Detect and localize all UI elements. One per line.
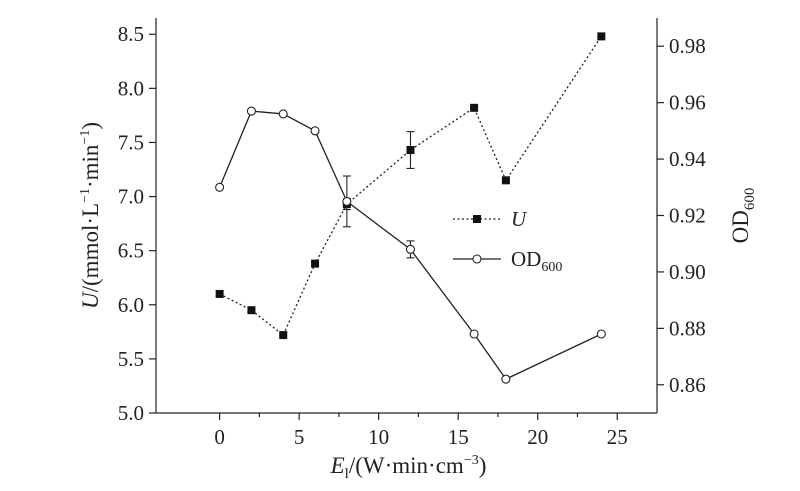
data-point-square (215, 289, 224, 298)
data-point-circle (342, 196, 352, 206)
y-left-tick-label: 5.0 (118, 401, 144, 425)
series-layer (215, 32, 606, 384)
legend-marker-circle (472, 254, 482, 264)
y-left-tick-label: 8.5 (118, 22, 144, 46)
data-point-circle (596, 329, 606, 339)
data-point-square (470, 103, 479, 112)
data-point-square (406, 146, 415, 155)
x-axis-label: El/(W·min·cm−3) (330, 453, 487, 482)
axis-labels: El/(W·min·cm−3) U/(mmol·L−1·min−1) OD600 (78, 122, 758, 482)
legend-label: OD600 (511, 247, 562, 275)
ticks: 0 5 10 15 20 25 5.0 5.5 6.0 6.5 7.0 7.5 8.0 8.5 0.86 0.… (118, 0, 707, 449)
y-right-tick-label: 0.90 (669, 260, 706, 284)
y-right-tick-label: 0.92 (669, 204, 706, 228)
y-left-tick-label: 6.0 (118, 293, 144, 317)
legend-marker-square (473, 215, 481, 223)
data-point-square (597, 32, 606, 41)
y-right-tick-label: 0.94 (669, 147, 706, 171)
y-right-tick-label: 1.00 (669, 0, 706, 2)
data-point-square (247, 306, 256, 315)
series-line-0 (219, 36, 602, 337)
y-right-tick-label: 0.98 (669, 34, 706, 58)
data-point-circle (469, 329, 479, 339)
y-left-tick-label: 7.5 (118, 130, 144, 154)
x-tick-label: 15 (448, 425, 469, 449)
x-tick-label: 0 (214, 425, 225, 449)
legend: U OD600 (453, 207, 562, 275)
y-right-tick-label: 0.86 (669, 373, 706, 397)
y-left-tick-label: 8.0 (118, 76, 144, 100)
axes (155, 18, 658, 414)
y-right-tick-label: 0.88 (669, 316, 706, 340)
x-tick-label: 5 (294, 425, 305, 449)
data-point-circle (310, 126, 320, 136)
data-point-circle (501, 374, 511, 384)
data-point-circle (246, 106, 256, 116)
y-left-axis-label: U/(mmol·L−1·min−1) (78, 122, 103, 309)
data-point-square (501, 176, 510, 185)
y-right-tick-label: 0.96 (669, 91, 706, 115)
x-tick-label: 10 (368, 425, 389, 449)
y-right-axis-label: OD600 (728, 188, 758, 244)
y-left-tick-label: 6.5 (118, 239, 144, 263)
data-point-circle (278, 109, 288, 119)
data-point-circle (215, 182, 225, 192)
legend-label: U (511, 207, 528, 231)
data-point-square (279, 331, 288, 340)
y-left-tick-label: 5.5 (118, 347, 144, 371)
data-point-square (311, 259, 320, 268)
y-left-tick-label: 7.0 (118, 185, 144, 209)
x-tick-label: 20 (527, 425, 548, 449)
x-tick-label: 25 (607, 425, 628, 449)
data-point-circle (405, 244, 416, 254)
